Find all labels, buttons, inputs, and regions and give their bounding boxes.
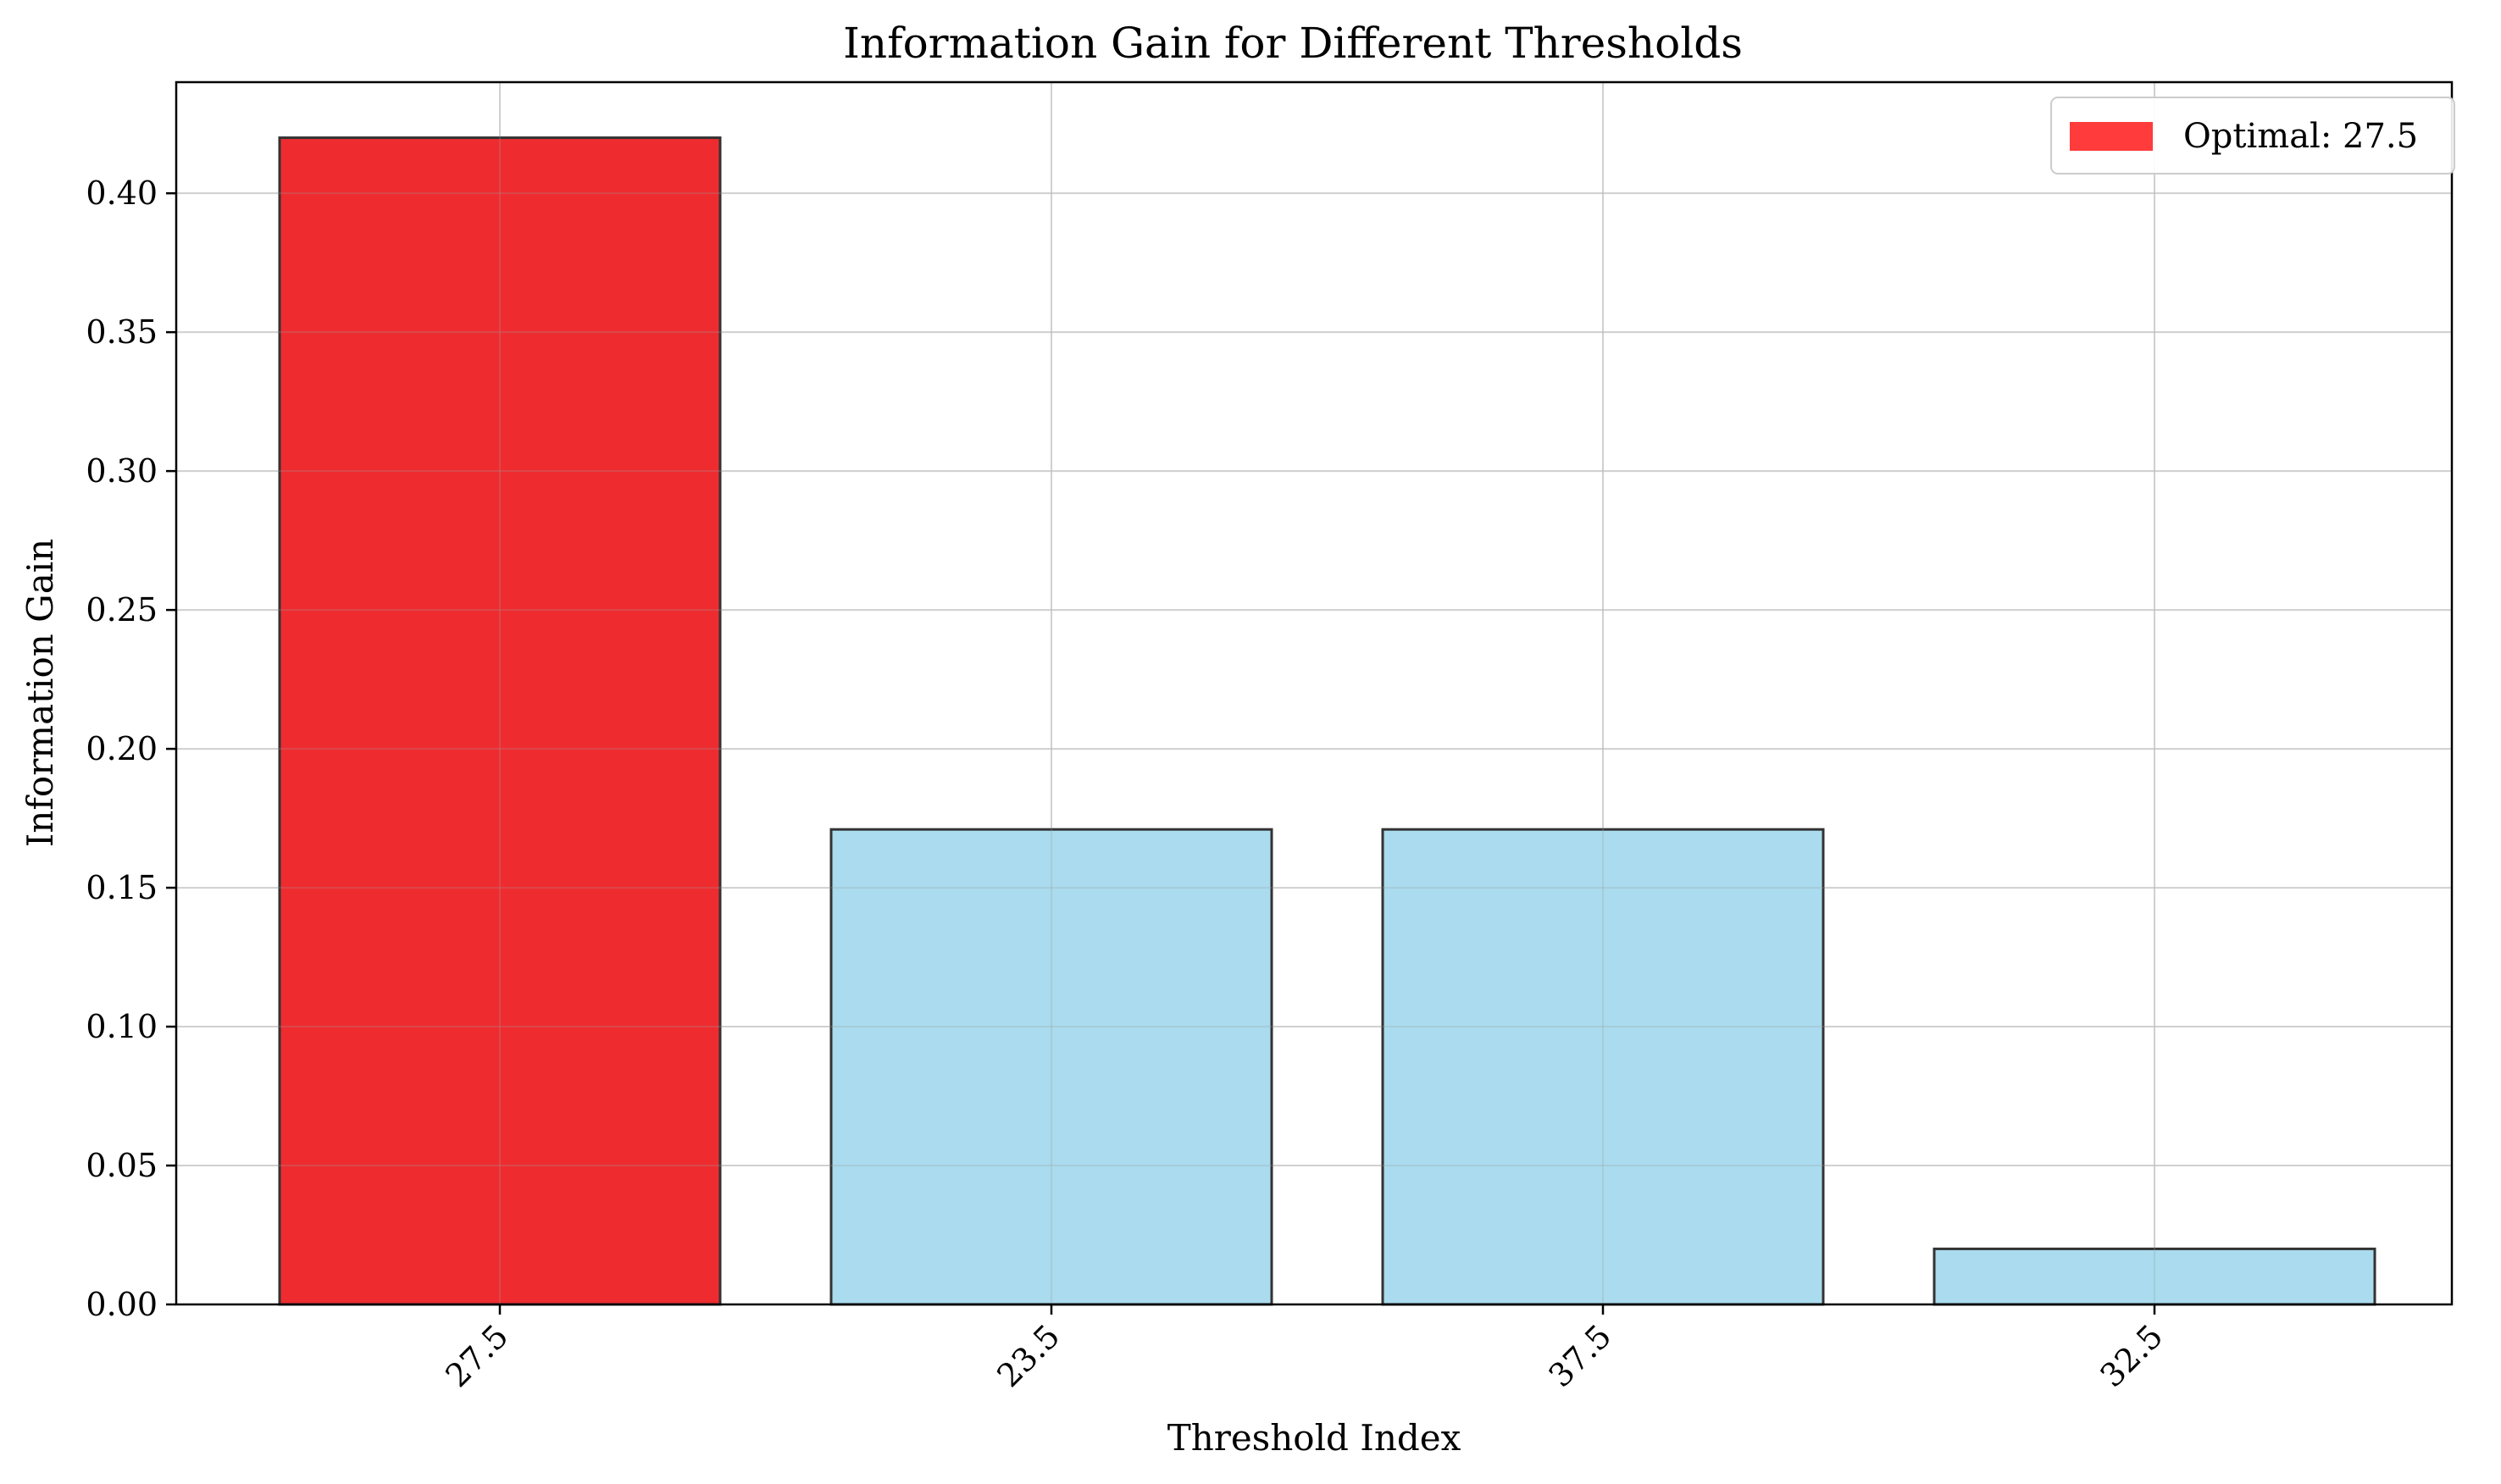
bar-23-5 xyxy=(829,828,1273,1306)
bar-27-5 xyxy=(278,136,722,1306)
x-axis-label: Threshold Index xyxy=(1167,1417,1461,1459)
legend-label-optimal: Optimal: 27.5 xyxy=(2183,117,2418,156)
x-tick-label: 27.5 xyxy=(438,1317,515,1394)
chart-title: Information Gain for Different Threshold… xyxy=(843,19,1743,68)
y-axis-ticks: 0.00 0.05 0.10 0.15 0.20 0.25 0.30 0.35 0.40 xyxy=(86,174,176,1323)
y-tick-label: 0.00 xyxy=(86,1286,158,1323)
bar-37-5 xyxy=(1381,828,1825,1306)
x-tick-label: 37.5 xyxy=(1541,1317,1618,1394)
legend-box xyxy=(2050,97,2455,174)
x-tick-label: 32.5 xyxy=(2093,1317,2170,1394)
legend-swatch-optimal xyxy=(2070,122,2153,151)
bars-group xyxy=(176,82,2452,1306)
y-axis-label: Information Gain xyxy=(19,539,61,848)
y-tick-label: 0.15 xyxy=(86,869,158,906)
y-tick-label: 0.40 xyxy=(86,174,158,212)
y-tick-label: 0.35 xyxy=(86,313,158,351)
y-tick-label: 0.10 xyxy=(86,1008,158,1045)
x-tick-label: 23.5 xyxy=(990,1317,1067,1394)
y-tick-label: 0.25 xyxy=(86,591,158,628)
y-tick-label: 0.05 xyxy=(86,1147,158,1184)
x-axis-ticks: 27.5 23.5 37.5 32.5 xyxy=(438,1304,2170,1394)
legend: Optimal: 27.5 xyxy=(2050,97,2455,174)
y-tick-label: 0.20 xyxy=(86,730,158,767)
plot-frame xyxy=(175,80,2454,1306)
y-tick-label: 0.30 xyxy=(86,452,158,490)
